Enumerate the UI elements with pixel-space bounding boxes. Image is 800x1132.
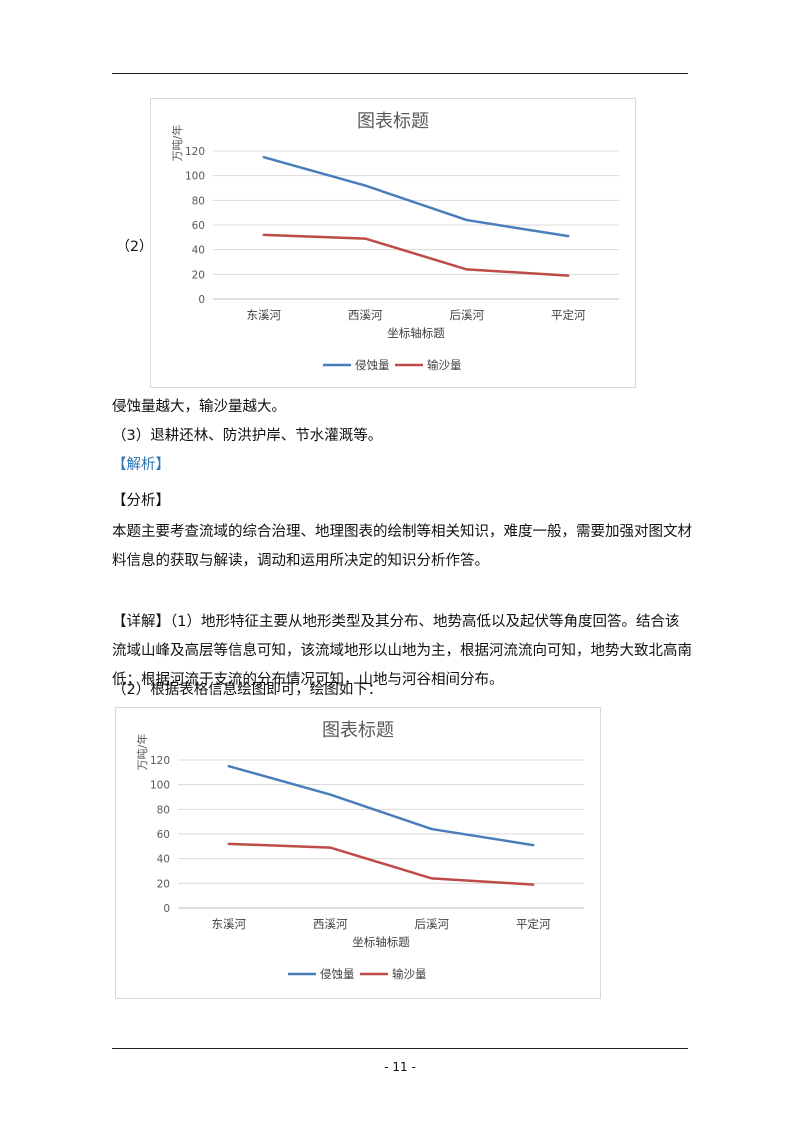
x-tick-label: 东溪河 bbox=[212, 917, 247, 931]
series-line-1 bbox=[262, 155, 570, 238]
data-point bbox=[227, 765, 230, 767]
data-point bbox=[262, 234, 265, 236]
y-tick-label: 80 bbox=[192, 195, 205, 207]
legend-label: 输沙量 bbox=[392, 967, 427, 981]
y-tick-label: 100 bbox=[150, 780, 170, 792]
y-axis-label: 万吨/年 bbox=[135, 734, 149, 771]
series-line-1 bbox=[227, 764, 535, 847]
data-point bbox=[567, 235, 570, 237]
y-tick-label: 40 bbox=[157, 854, 170, 866]
y-tick-label: 0 bbox=[163, 903, 170, 915]
y-tick-label: 80 bbox=[157, 804, 170, 816]
analysis-heading: 【解析】 bbox=[112, 457, 170, 473]
legend-label: 侵蚀量 bbox=[355, 358, 390, 372]
y-tick-label: 20 bbox=[192, 269, 205, 281]
chart-1: 图表标题万吨/年 0 20 40 60 80 100 120 东溪河 西溪河 后溪河 平定河坐标轴标题… bbox=[150, 98, 636, 388]
data-point bbox=[430, 877, 433, 880]
series-line-2 bbox=[262, 233, 570, 277]
data-point bbox=[329, 793, 332, 796]
chart-2: 图表标题万吨/年 0 20 40 60 80 100 120 东溪河 西溪河 后溪河 平定河坐标轴标题… bbox=[115, 707, 601, 999]
y-axis-label: 万吨/年 bbox=[170, 125, 184, 162]
data-point bbox=[364, 184, 367, 187]
answer-text-3: （3）退耕还林、防洪护岸、节水灌溉等。 bbox=[112, 428, 383, 444]
data-point bbox=[329, 846, 332, 849]
y-tick-label: 120 bbox=[150, 755, 170, 767]
x-tick-label: 后溪河 bbox=[450, 308, 485, 322]
x-tick-label: 西溪河 bbox=[313, 917, 348, 931]
y-tick-label: 100 bbox=[185, 171, 205, 183]
y-tick-label: 40 bbox=[192, 245, 205, 257]
legend-label: 输沙量 bbox=[427, 358, 462, 372]
x-tick-label: 西溪河 bbox=[348, 308, 383, 322]
y-tick-label: 20 bbox=[157, 878, 170, 890]
x-tick-label: 东溪河 bbox=[247, 308, 282, 322]
x-tick-label: 平定河 bbox=[551, 308, 586, 322]
question-label-2: （2） bbox=[116, 239, 153, 255]
data-point bbox=[465, 219, 468, 221]
page-number: - 11 - bbox=[384, 1060, 416, 1074]
x-axis-label: 坐标轴标题 bbox=[387, 326, 445, 340]
data-point bbox=[364, 237, 367, 240]
data-point bbox=[465, 268, 468, 271]
analysis-paragraph: 本题主要考查流域的综合治理、地理图表的绘制等相关知识，难度一般，需要加强对图文材… bbox=[112, 524, 692, 569]
x-tick-label: 后溪河 bbox=[415, 917, 450, 931]
answer-text-1: 侵蚀量越大，输沙量越大。 bbox=[112, 399, 286, 415]
x-axis-label: 坐标轴标题 bbox=[352, 935, 410, 949]
y-tick-label: 60 bbox=[157, 829, 170, 841]
data-point bbox=[262, 156, 265, 158]
header-rule bbox=[112, 73, 688, 74]
x-tick-label: 平定河 bbox=[516, 917, 551, 931]
y-tick-label: 60 bbox=[192, 220, 205, 232]
y-tick-label: 120 bbox=[185, 146, 205, 158]
series-line-2 bbox=[227, 842, 535, 886]
chart-title: 图表标题 bbox=[357, 111, 429, 132]
data-point bbox=[532, 844, 535, 846]
detail-paragraph-2: （2）根据表格信息绘图即可，绘图如下： bbox=[112, 682, 383, 698]
detail-paragraph: 【详解】（1）地形特征主要从地形类型及其分布、地势高低以及起伏等角度回答。结合该… bbox=[112, 614, 692, 688]
y-tick-label: 0 bbox=[198, 294, 205, 306]
chart-title: 图表标题 bbox=[322, 720, 394, 741]
footer-rule bbox=[112, 1048, 688, 1049]
data-point bbox=[567, 274, 570, 277]
legend-label: 侵蚀量 bbox=[320, 967, 355, 981]
data-point bbox=[430, 828, 433, 830]
data-point bbox=[532, 883, 535, 886]
analysis-subheading: 【分析】 bbox=[112, 493, 170, 509]
data-point bbox=[227, 843, 230, 845]
